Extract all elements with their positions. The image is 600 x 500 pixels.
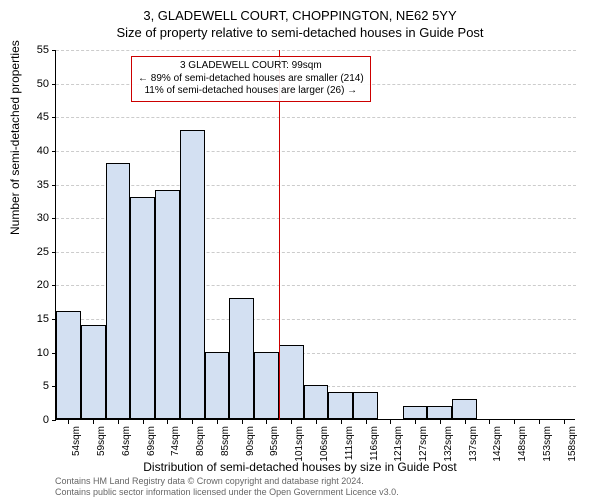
histogram-bar: [304, 385, 329, 419]
ytick-label: 5: [19, 380, 49, 392]
xtick-mark: [316, 420, 317, 424]
xtick-mark: [489, 420, 490, 424]
xtick-label: 95sqm: [269, 426, 280, 456]
histogram-bar: [254, 352, 279, 419]
histogram-bar: [452, 399, 477, 419]
xtick-mark: [514, 420, 515, 424]
xtick-mark: [192, 420, 193, 424]
footer-text: Contains HM Land Registry data © Crown c…: [55, 476, 399, 498]
footer-line-2: Contains public sector information licen…: [55, 487, 399, 498]
xtick-mark: [217, 420, 218, 424]
ytick-label: 30: [19, 212, 49, 224]
chart-title-sub: Size of property relative to semi-detach…: [0, 23, 600, 40]
xtick-label: 59sqm: [96, 426, 107, 456]
xtick-mark: [167, 420, 168, 424]
footer-line-1: Contains HM Land Registry data © Crown c…: [55, 476, 399, 487]
xtick-label: 69sqm: [146, 426, 157, 456]
xtick-mark: [465, 420, 466, 424]
histogram-bar: [81, 325, 106, 419]
histogram-bar: [205, 352, 230, 419]
xtick-mark: [390, 420, 391, 424]
xtick-mark: [564, 420, 565, 424]
histogram-bar: [427, 406, 452, 419]
plot-area: 54sqm59sqm64sqm69sqm74sqm80sqm85sqm90sqm…: [55, 50, 575, 420]
annotation-line: 3 GLADEWELL COURT: 99sqm: [138, 60, 364, 73]
xtick-label: 90sqm: [245, 426, 256, 456]
xtick-mark: [93, 420, 94, 424]
annotation-box: 3 GLADEWELL COURT: 99sqm← 89% of semi-de…: [131, 56, 371, 102]
xtick-mark: [266, 420, 267, 424]
xtick-label: 121sqm: [393, 426, 404, 462]
xtick-label: 64sqm: [121, 426, 132, 456]
ytick-label: 35: [19, 179, 49, 191]
ytick-label: 15: [19, 313, 49, 325]
ytick-mark: [52, 252, 56, 253]
xtick-label: 80sqm: [195, 426, 206, 456]
ytick-label: 45: [19, 111, 49, 123]
histogram-bar: [229, 298, 254, 419]
ytick-mark: [52, 151, 56, 152]
gridline: [56, 117, 576, 118]
ytick-mark: [52, 84, 56, 85]
annotation-line: 11% of semi-detached houses are larger (…: [138, 85, 364, 98]
histogram-bar: [353, 392, 378, 419]
histogram-bar: [279, 345, 304, 419]
xtick-label: 127sqm: [418, 426, 429, 462]
xtick-label: 116sqm: [369, 426, 380, 461]
xtick-mark: [242, 420, 243, 424]
ytick-mark: [52, 218, 56, 219]
xtick-label: 132sqm: [443, 426, 454, 462]
ytick-mark: [52, 420, 56, 421]
ytick-label: 20: [19, 279, 49, 291]
xtick-mark: [291, 420, 292, 424]
ytick-label: 0: [19, 414, 49, 426]
xtick-label: 142sqm: [492, 426, 503, 462]
gridline: [56, 151, 576, 152]
chart-container: 3, GLADEWELL COURT, CHOPPINGTON, NE62 5Y…: [0, 0, 600, 500]
xtick-mark: [366, 420, 367, 424]
xtick-label: 74sqm: [170, 426, 181, 456]
gridline: [56, 50, 576, 51]
xtick-mark: [440, 420, 441, 424]
annotation-line: ← 89% of semi-detached houses are smalle…: [138, 73, 364, 86]
histogram-bar: [403, 406, 428, 419]
ytick-mark: [52, 50, 56, 51]
ytick-label: 40: [19, 145, 49, 157]
histogram-bar: [56, 311, 81, 419]
xtick-label: 54sqm: [71, 426, 82, 456]
xtick-mark: [68, 420, 69, 424]
xtick-label: 137sqm: [468, 426, 479, 462]
ytick-mark: [52, 117, 56, 118]
xtick-label: 153sqm: [542, 426, 553, 462]
ytick-label: 25: [19, 246, 49, 258]
xtick-label: 106sqm: [319, 426, 330, 462]
ytick-mark: [52, 185, 56, 186]
xtick-mark: [539, 420, 540, 424]
histogram-bar: [155, 190, 180, 419]
xtick-mark: [118, 420, 119, 424]
x-axis-label: Distribution of semi-detached houses by …: [0, 460, 600, 474]
xtick-label: 148sqm: [517, 426, 528, 462]
histogram-bar: [130, 197, 155, 419]
chart-title-main: 3, GLADEWELL COURT, CHOPPINGTON, NE62 5Y…: [0, 0, 600, 23]
chart-area: 54sqm59sqm64sqm69sqm74sqm80sqm85sqm90sqm…: [55, 50, 575, 420]
gridline: [56, 185, 576, 186]
ytick-label: 55: [19, 44, 49, 56]
xtick-label: 111sqm: [344, 426, 355, 460]
xtick-mark: [143, 420, 144, 424]
histogram-bar: [328, 392, 353, 419]
ytick-mark: [52, 285, 56, 286]
xtick-label: 158sqm: [567, 426, 578, 462]
xtick-label: 85sqm: [220, 426, 231, 456]
marker-line: [279, 50, 280, 420]
xtick-label: 101sqm: [294, 426, 305, 462]
xtick-mark: [415, 420, 416, 424]
y-axis-label: Number of semi-detached properties: [8, 40, 22, 235]
histogram-bar: [180, 130, 205, 419]
ytick-label: 10: [19, 347, 49, 359]
histogram-bar: [106, 163, 131, 419]
ytick-label: 50: [19, 78, 49, 90]
xtick-mark: [341, 420, 342, 424]
